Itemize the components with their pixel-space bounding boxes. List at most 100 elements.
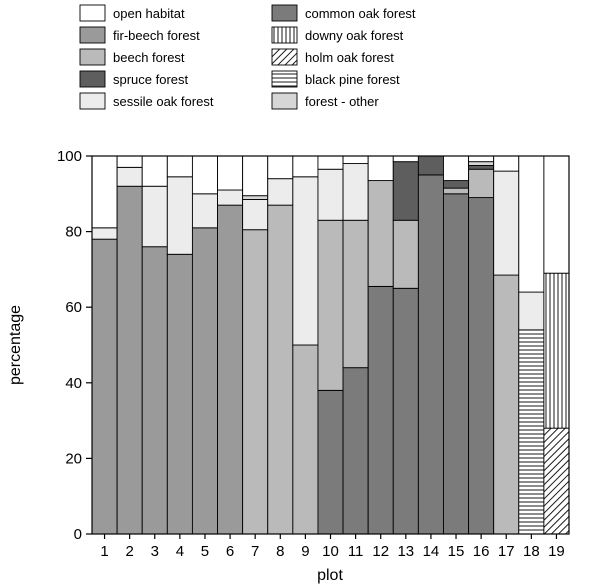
bar-segment-sessile-oak-forest-plot-1: [91, 227, 118, 240]
legend-item-sessile-oak-forest: sessile oak forest: [79, 92, 214, 110]
bar-segment-sessile-oak-forest-plot-8: [267, 178, 294, 206]
bar-segment-beech-forest-plot-7: [242, 229, 269, 535]
bar-segment-fir-beech-forest-plot-2: [116, 185, 143, 535]
bar-segment-fir-beech-forest-plot-3: [141, 246, 168, 535]
legend-swatch-common-oak-forest: [271, 4, 298, 22]
x-tick-label-9: 9: [301, 543, 309, 560]
bar-segment-forest-other-plot-16: [468, 161, 495, 166]
legend-item-forest-other: forest - other: [271, 92, 379, 110]
legend-swatch-fir-beech-forest: [79, 26, 106, 44]
y-tick-label-80: 80: [65, 224, 82, 241]
bar-segment-open-habitat-plot-16: [468, 155, 495, 163]
bar-segment-common-oak-forest-plot-12: [367, 285, 394, 535]
bar-segment-spruce-forest-plot-16: [468, 164, 495, 170]
x-tick-label-7: 7: [251, 543, 259, 560]
bar-segment-open-habitat-plot-3: [141, 155, 168, 187]
bar-segment-spruce-forest-plot-13: [392, 161, 419, 221]
x-tick-label-15: 15: [448, 543, 465, 560]
bar-segment-sessile-oak-forest-plot-2: [116, 166, 143, 187]
bar-segment-sessile-oak-forest-plot-5: [191, 193, 218, 229]
bar-segment-open-habitat-plot-10: [317, 155, 344, 170]
bar-segment-beech-forest-plot-11: [342, 219, 369, 369]
bar-segment-sessile-oak-forest-plot-11: [342, 163, 369, 221]
bar-segment-downy-oak-forest-plot-19: [543, 272, 570, 429]
x-tick-label-8: 8: [276, 543, 284, 560]
legend-item-open-habitat: open habitat: [79, 4, 185, 22]
bar-segment-open-habitat-plot-5: [191, 155, 218, 195]
x-tick-label-2: 2: [125, 543, 133, 560]
bar-segment-beech-forest-plot-9: [292, 344, 319, 535]
bar-segment-sessile-oak-forest-plot-3: [141, 185, 168, 248]
bars: [91, 155, 570, 535]
bar-segment-spruce-forest-plot-14: [417, 155, 444, 176]
x-tick-label-10: 10: [322, 543, 339, 560]
legend-label-common-oak-forest: common oak forest: [305, 6, 416, 21]
legend-swatch-open-habitat: [79, 4, 106, 22]
bar-segment-sessile-oak-forest-plot-9: [292, 176, 319, 346]
bar-segment-open-habitat-plot-18: [518, 155, 545, 293]
legend-label-holm-oak-forest: holm oak forest: [305, 50, 394, 65]
legend-swatch-forest-other: [271, 92, 298, 110]
legend-label-open-habitat: open habitat: [113, 6, 185, 21]
legend-swatch-holm-oak-forest: [271, 48, 298, 66]
legend-item-downy-oak-forest: downy oak forest: [271, 26, 404, 44]
bar-segment-open-habitat-plot-6: [217, 155, 244, 191]
x-tick-label-19: 19: [548, 543, 565, 560]
y-tick-label-60: 60: [65, 299, 82, 316]
legend-item-fir-beech-forest: fir-beech forest: [79, 26, 200, 44]
x-tick-label-12: 12: [372, 543, 389, 560]
bar-segment-open-habitat-plot-8: [267, 155, 294, 180]
legend-swatch-spruce-forest: [79, 70, 106, 88]
bar-segment-open-habitat-plot-11: [342, 155, 369, 165]
bar-segment-fir-beech-forest-plot-1: [91, 238, 118, 535]
legend-label-black-pine-forest: black pine forest: [305, 72, 400, 87]
bar-segment-beech-forest-plot-17: [493, 274, 520, 535]
y-tick-label-100: 100: [57, 148, 82, 165]
bar-segment-beech-forest-plot-10: [317, 219, 344, 391]
bar-segment-beech-forest-plot-15: [443, 187, 470, 195]
x-tick-label-11: 11: [348, 543, 364, 560]
bar-segment-common-oak-forest-plot-15: [443, 193, 470, 535]
bar-segment-open-habitat-plot-1: [91, 155, 118, 229]
legend-label-sessile-oak-forest: sessile oak forest: [113, 94, 214, 109]
legend-swatch-black-pine-forest: [271, 70, 298, 88]
x-tick-label-18: 18: [523, 543, 540, 560]
bar-segment-common-oak-forest-plot-14: [417, 174, 444, 535]
bar-segment-open-habitat-plot-13: [392, 155, 419, 163]
x-tick-label-5: 5: [201, 543, 209, 560]
legend-swatch-sessile-oak-forest: [79, 92, 106, 110]
legend-swatch-downy-oak-forest: [271, 26, 298, 44]
legend-item-spruce-forest: spruce forest: [79, 70, 189, 88]
bar-segment-black-pine-forest-plot-18: [518, 329, 545, 535]
y-tick-label-0: 0: [74, 526, 82, 543]
x-tick-label-13: 13: [397, 543, 414, 560]
bar-segment-sessile-oak-forest-plot-17: [493, 170, 520, 276]
bar-segment-spruce-forest-plot-15: [443, 180, 470, 189]
bar-segment-beech-forest-plot-12: [367, 180, 394, 287]
x-tick-label-4: 4: [176, 543, 184, 560]
y-tick-label-40: 40: [65, 375, 82, 392]
legend-label-spruce-forest: spruce forest: [113, 72, 189, 87]
bar-segment-fir-beech-forest-plot-5: [191, 227, 218, 535]
bar-segment-beech-forest-plot-8: [267, 204, 294, 535]
bar-segment-open-habitat-plot-2: [116, 155, 143, 168]
bar-segment-open-habitat-plot-7: [242, 155, 269, 197]
bar-segment-common-oak-forest-plot-11: [342, 367, 369, 535]
x-tick-label-14: 14: [423, 543, 440, 560]
bar-segment-sessile-oak-forest-plot-18: [518, 291, 545, 331]
bar-segment-open-habitat-plot-12: [367, 155, 394, 182]
legend-label-forest-other: forest - other: [305, 94, 379, 109]
bar-segment-sessile-oak-forest-plot-7: [242, 199, 269, 231]
x-axis-label: plot: [317, 567, 343, 584]
x-tick-label-3: 3: [151, 543, 159, 560]
bar-segment-holm-oak-forest-plot-19: [543, 427, 570, 535]
legend-swatch-beech-forest: [79, 48, 106, 66]
bar-segment-sessile-oak-forest-plot-6: [217, 189, 244, 206]
legend: open habitat fir-beech forest beech forest…: [79, 4, 416, 110]
x-tick-label-1: 1: [100, 543, 108, 560]
x-tick-label-17: 17: [498, 543, 515, 560]
bar-segment-beech-forest-plot-16: [468, 168, 495, 199]
bar-segment-common-oak-forest-plot-16: [468, 197, 495, 535]
bar-segment-fir-beech-forest-plot-6: [217, 204, 244, 535]
